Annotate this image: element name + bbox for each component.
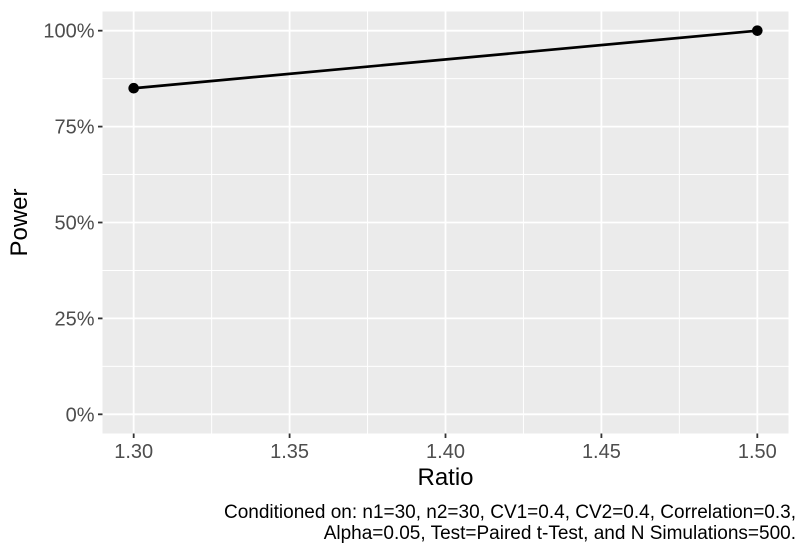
axis-tick-labels: 1.30 1.35 1.40 1.45 1.50 0% 25% 50% 75% 100% [43,21,776,463]
y-tick-label: 0% [66,404,95,426]
series-line [133,29,758,90]
y-tick-label: 50% [54,213,94,235]
caption-line-1: Conditioned on: n1=30, n2=30, CV1=0.4, C… [224,502,796,523]
x-tick-label: 1.45 [582,441,621,463]
x-tick-label: 1.35 [270,441,309,463]
y-tick-label: 100% [43,21,94,43]
x-tick-label: 1.30 [114,441,153,463]
axis-tick-marks [98,29,759,438]
data-series-layer [128,25,763,94]
major-gridlines [102,11,789,434]
caption-line-2: Alpha=0.05, Test=Paired t-Test, and N Si… [323,523,796,544]
data-point [752,25,763,36]
x-tick-label: 1.50 [738,441,777,463]
y-tick-label: 25% [54,308,94,330]
y-tick-label: 75% [54,117,94,139]
data-point [128,82,139,94]
x-tick-label: 1.40 [426,441,465,463]
y-axis-title: Power [6,188,33,256]
plot-caption: Conditioned on: n1=30, n2=30, CV1=0.4, C… [224,502,796,544]
x-axis-title: Ratio [417,464,473,491]
